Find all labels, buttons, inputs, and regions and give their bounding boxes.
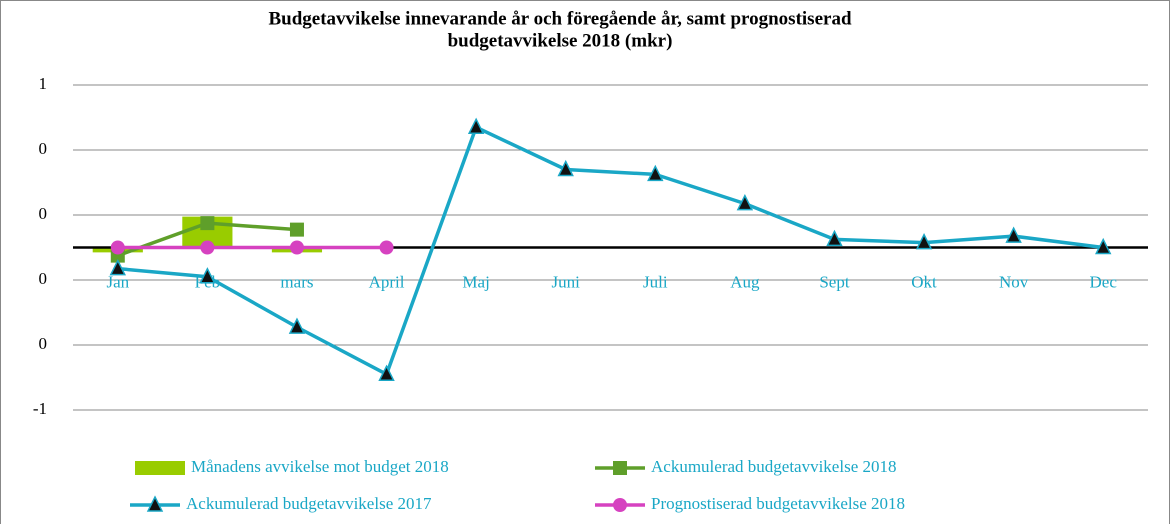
marker — [200, 216, 215, 231]
marker — [647, 164, 664, 182]
marker — [289, 222, 304, 237]
legend-label: Ackumulerad budgetavvikelse 2017 — [186, 494, 432, 513]
marker — [826, 229, 843, 247]
legend-marker — [146, 495, 164, 512]
chart-title: budgetavvikelse 2018 (mkr) — [448, 30, 673, 51]
marker — [199, 267, 216, 284]
x-tick-label: Jan — [106, 272, 129, 291]
y-tick-label: 0 — [39, 139, 48, 158]
legend-marker — [613, 461, 627, 475]
y-tick-label: 0 — [39, 269, 48, 288]
marker — [1094, 237, 1112, 255]
legend-label: Ackumulerad budgetavvikelse 2018 — [651, 457, 897, 476]
marker — [289, 240, 304, 255]
legend-label: Månadens avvikelse mot budget 2018 — [191, 457, 449, 476]
x-tick-label: Aug — [730, 272, 760, 291]
chart-title: Budgetavvikelse innevarande år och föreg… — [268, 8, 851, 29]
y-tick-label: 1 — [39, 74, 48, 93]
x-tick-label: Juli — [643, 272, 668, 291]
legend-swatch — [135, 461, 185, 475]
marker — [379, 240, 394, 255]
y-tick-label: 0 — [39, 204, 48, 223]
x-tick-label: Maj — [462, 272, 489, 291]
y-tick-label: -1 — [33, 399, 47, 418]
line — [117, 125, 1104, 376]
x-tick-label: mars — [280, 272, 313, 291]
x-tick-label: April — [369, 272, 405, 291]
legend-marker — [613, 498, 627, 512]
marker — [1005, 226, 1022, 243]
marker — [467, 117, 485, 134]
marker — [915, 232, 933, 250]
x-tick-label: Dec — [1090, 272, 1118, 291]
x-tick-label: Juni — [552, 272, 581, 291]
x-tick-label: Sept — [819, 272, 850, 291]
marker — [557, 159, 574, 177]
marker — [109, 258, 127, 276]
y-tick-label: 0 — [39, 334, 48, 353]
marker — [110, 240, 125, 255]
x-tick-label: Nov — [999, 272, 1029, 291]
marker — [288, 317, 306, 334]
x-tick-label: Okt — [911, 272, 937, 291]
marker — [736, 193, 754, 211]
marker — [378, 364, 395, 381]
marker — [200, 240, 215, 255]
legend-label: Prognostiserad budgetavvikelse 2018 — [651, 494, 905, 513]
